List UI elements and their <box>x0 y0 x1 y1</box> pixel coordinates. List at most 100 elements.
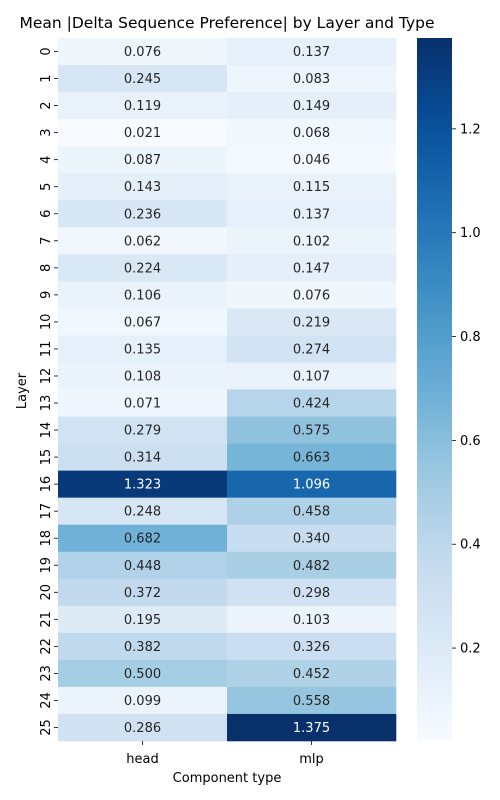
cell-value-label: 0.458 <box>293 505 330 520</box>
heatmap-cell <box>58 416 228 444</box>
cell-value-label: 0.087 <box>124 153 161 168</box>
y-tick-label: 13 <box>39 395 54 412</box>
cell-value-label: 1.096 <box>293 478 330 493</box>
cell-value-label: 0.448 <box>124 559 161 574</box>
heatmap-cells <box>58 38 397 742</box>
colorbar-tick-label: 1.0 <box>460 226 481 241</box>
cell-value-label: 0.143 <box>124 180 161 195</box>
cell-value-label: 0.219 <box>293 315 330 330</box>
heatmap-cell <box>227 119 397 147</box>
y-tick-label: 19 <box>39 557 54 574</box>
cell-value-label: 0.021 <box>124 126 161 141</box>
heatmap-cell <box>227 173 397 201</box>
heatmap-cell <box>227 551 397 580</box>
y-tick-label: 15 <box>39 449 54 466</box>
cell-value-label: 0.062 <box>124 234 161 249</box>
y-tick-label: 8 <box>39 264 54 272</box>
heatmap-cell <box>58 578 228 607</box>
heatmap-cell <box>227 524 397 553</box>
heatmap-cell-labels: 0.076 0.137 0.245 0.083 0.119 0.149 0.021 0.068… <box>124 45 330 736</box>
cell-value-label: 0.137 <box>293 207 330 222</box>
heatmap-cell <box>227 281 397 309</box>
y-tick-label: 23 <box>39 665 54 682</box>
cell-value-label: 0.107 <box>293 369 330 384</box>
heatmap-cell <box>227 227 397 255</box>
heatmap-cell <box>58 119 228 147</box>
heatmap-cell <box>227 497 397 525</box>
x-tick-label: mlp <box>299 752 324 767</box>
heatmap-cell <box>227 65 397 93</box>
y-axis-ticks: 0123456789101112131415161718192021222324… <box>39 47 58 736</box>
y-tick-label: 14 <box>39 422 54 439</box>
cell-value-label: 0.500 <box>124 667 161 682</box>
y-tick-label: 2 <box>39 101 54 109</box>
cell-value-label: 0.149 <box>293 99 330 114</box>
colorbar <box>417 38 452 741</box>
cell-value-label: 0.314 <box>124 451 161 466</box>
heatmap-cell <box>58 200 228 228</box>
cell-value-label: 0.279 <box>124 424 161 439</box>
heatmap-cell <box>58 335 228 363</box>
heatmap-cell <box>227 92 397 120</box>
cell-value-label: 0.135 <box>124 342 161 357</box>
cell-value-label: 0.137 <box>293 45 330 60</box>
heatmap-cell <box>58 362 228 390</box>
heatmap-cell <box>227 605 397 634</box>
cell-value-label: 0.046 <box>293 153 330 168</box>
colorbar-tick-label: 0.8 <box>460 330 481 345</box>
cell-value-label: 0.076 <box>124 45 161 60</box>
heatmap-cell <box>227 443 397 471</box>
heatmap-cell <box>58 173 228 201</box>
cell-value-label: 0.424 <box>293 397 330 412</box>
y-tick-label: 6 <box>39 210 54 218</box>
colorbar-tick-label: 0.2 <box>460 642 481 657</box>
heatmap-cell <box>58 254 228 282</box>
y-tick-label: 7 <box>39 237 54 245</box>
heatmap-cell <box>58 551 228 580</box>
y-tick-label: 5 <box>39 183 54 191</box>
y-tick-label: 11 <box>39 341 54 358</box>
cell-value-label: 0.382 <box>124 640 161 655</box>
cell-value-label: 0.108 <box>124 369 161 384</box>
y-tick-label: 18 <box>39 530 54 547</box>
y-tick-label: 24 <box>39 692 54 709</box>
heatmap-cell <box>227 146 397 174</box>
cell-value-label: 0.326 <box>293 640 330 655</box>
cell-value-label: 1.323 <box>124 478 161 493</box>
y-tick-label: 21 <box>39 611 54 628</box>
heatmap-cell <box>58 686 228 715</box>
cell-value-label: 0.106 <box>124 288 161 303</box>
cell-value-label: 0.245 <box>124 72 161 87</box>
y-tick-label: 1 <box>39 74 54 82</box>
cell-value-label: 0.076 <box>293 288 330 303</box>
heatmap-cell <box>58 389 228 417</box>
heatmap-cell <box>227 686 397 715</box>
y-axis-title: Layer <box>15 372 30 409</box>
heatmap-cell <box>58 443 228 471</box>
heatmap-cell <box>58 632 228 661</box>
cell-value-label: 0.099 <box>124 694 161 709</box>
y-tick-label: 0 <box>39 47 54 55</box>
heatmap-cell <box>58 524 228 553</box>
cell-value-label: 0.071 <box>124 397 161 412</box>
heatmap-cell <box>58 227 228 255</box>
cell-value-label: 0.068 <box>293 126 330 141</box>
heatmap-cell <box>58 713 228 742</box>
heatmap-cell <box>58 38 228 66</box>
heatmap-cell <box>227 254 397 282</box>
heatmap-cell <box>227 632 397 661</box>
chart-title: Mean |Delta Sequence Preference| by Laye… <box>19 14 434 32</box>
heatmap-cell <box>227 335 397 363</box>
heatmap-cell <box>58 281 228 309</box>
cell-value-label: 0.682 <box>124 532 161 547</box>
cell-value-label: 1.375 <box>293 721 330 736</box>
colorbar-tick-label: 0.4 <box>460 538 481 553</box>
heatmap-cell <box>58 470 228 498</box>
cell-value-label: 0.372 <box>124 586 161 601</box>
heatmap-cell <box>227 578 397 607</box>
cell-value-label: 0.102 <box>293 234 330 249</box>
y-tick-label: 3 <box>39 128 54 136</box>
y-tick-label: 4 <box>39 156 54 164</box>
heatmap-cell <box>58 146 228 174</box>
